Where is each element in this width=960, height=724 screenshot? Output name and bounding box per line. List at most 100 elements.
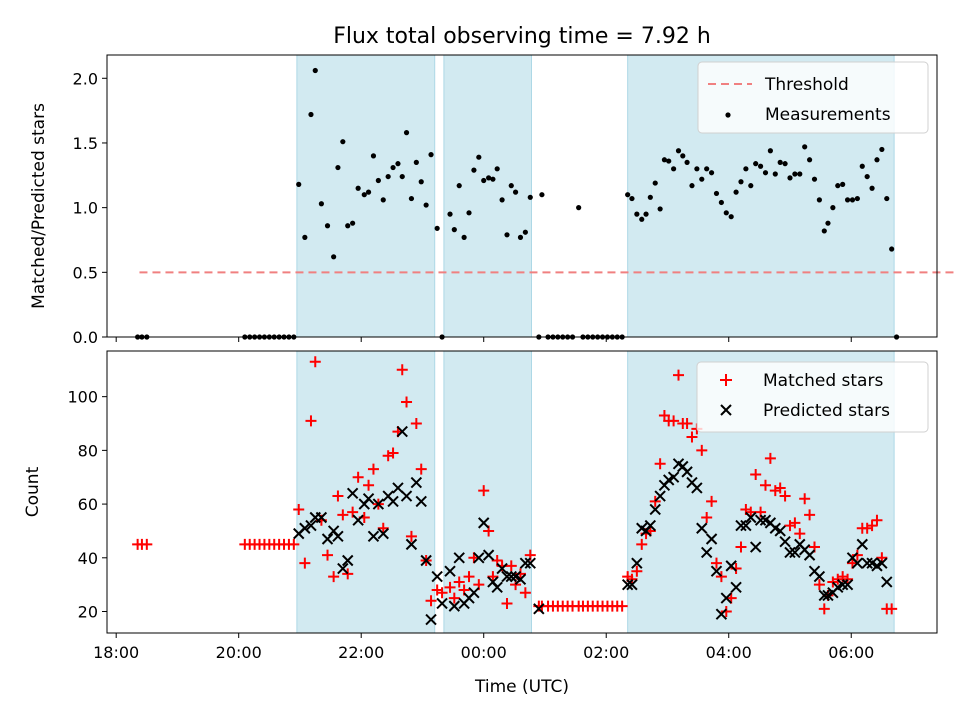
y-tick-label: 1.0 xyxy=(73,199,98,218)
data-point xyxy=(322,549,334,561)
data-point xyxy=(802,144,808,150)
data-point xyxy=(740,519,752,532)
data-point xyxy=(859,163,865,169)
data-point xyxy=(491,581,503,594)
data-point xyxy=(362,493,375,505)
data-point xyxy=(705,533,718,545)
data-point xyxy=(367,463,379,475)
data-point xyxy=(666,158,672,164)
data-point xyxy=(396,425,408,438)
data-point xyxy=(413,159,419,165)
data-point xyxy=(774,525,786,537)
data-point xyxy=(415,463,427,475)
data-point xyxy=(696,444,708,456)
y-tick-label: 60 xyxy=(78,495,98,514)
data-point xyxy=(849,197,856,203)
data-point xyxy=(631,565,643,577)
data-point xyxy=(423,202,429,208)
data-point xyxy=(385,173,391,180)
data-point xyxy=(745,511,757,524)
data-point xyxy=(639,216,645,222)
data-point xyxy=(324,223,331,229)
data-point xyxy=(363,479,375,491)
data-point xyxy=(533,603,545,615)
data-point xyxy=(787,175,793,181)
data-point xyxy=(743,166,749,172)
data-point xyxy=(797,171,803,177)
data-point xyxy=(471,167,477,173)
data-point xyxy=(730,563,742,575)
data-point xyxy=(748,183,754,189)
data-point xyxy=(871,514,883,526)
legend-matched-label: Matched stars xyxy=(763,371,883,391)
data-point xyxy=(652,180,658,186)
data-point xyxy=(315,511,328,524)
data-point xyxy=(418,179,424,185)
data-point xyxy=(644,519,657,532)
data-point xyxy=(792,171,798,177)
data-point xyxy=(410,476,423,489)
data-point xyxy=(720,592,732,604)
data-point xyxy=(514,573,527,585)
data-point xyxy=(686,431,698,443)
y-tick-label: 20 xyxy=(78,603,98,622)
data-point xyxy=(342,554,354,567)
data-point xyxy=(759,479,771,491)
data-point xyxy=(400,490,413,502)
data-point xyxy=(725,560,737,572)
y-tick-label: 80 xyxy=(78,441,98,460)
data-point xyxy=(466,210,472,216)
data-point xyxy=(436,587,448,599)
data-point xyxy=(889,246,895,252)
data-point xyxy=(519,587,531,599)
data-point xyxy=(767,148,773,154)
data-point xyxy=(486,175,492,181)
data-point xyxy=(616,600,628,612)
data-point xyxy=(730,581,742,594)
data-point xyxy=(842,573,854,585)
data-point xyxy=(494,166,500,172)
data-point xyxy=(728,214,734,220)
data-point xyxy=(408,195,415,202)
data-point xyxy=(825,220,831,226)
data-point xyxy=(468,587,480,599)
observing-window-1 xyxy=(443,350,532,634)
data-point xyxy=(345,223,351,229)
x-tick-label: 20:00 xyxy=(216,643,262,662)
data-point xyxy=(701,512,713,524)
data-point xyxy=(821,228,827,234)
series-matched-stars xyxy=(132,356,898,618)
data-point xyxy=(818,603,830,615)
data-point xyxy=(361,192,367,198)
data-point xyxy=(621,578,634,591)
data-point xyxy=(699,176,705,182)
legend-predicted-label: Predicted stars xyxy=(763,401,890,421)
data-point xyxy=(813,570,826,583)
data-point xyxy=(631,557,643,569)
data-point xyxy=(706,495,718,507)
data-point xyxy=(444,565,456,577)
data-point xyxy=(720,606,732,618)
data-point xyxy=(539,192,545,198)
data-point xyxy=(461,234,467,240)
data-point xyxy=(689,183,695,189)
data-point xyxy=(789,546,801,559)
data-point xyxy=(490,176,496,182)
data-point xyxy=(738,179,744,185)
data-point xyxy=(365,189,372,195)
data-point xyxy=(328,571,340,583)
data-point xyxy=(478,485,490,497)
data-point xyxy=(375,177,381,184)
data-point xyxy=(654,458,666,470)
data-point xyxy=(818,589,830,602)
data-point xyxy=(451,227,457,233)
data-point xyxy=(715,571,727,583)
data-point xyxy=(403,130,410,136)
data-point xyxy=(308,111,314,118)
data-point xyxy=(777,159,783,165)
data-point xyxy=(713,190,720,197)
series-predicted-stars xyxy=(293,425,893,626)
series-measurements xyxy=(135,67,900,340)
data-point xyxy=(514,568,526,580)
